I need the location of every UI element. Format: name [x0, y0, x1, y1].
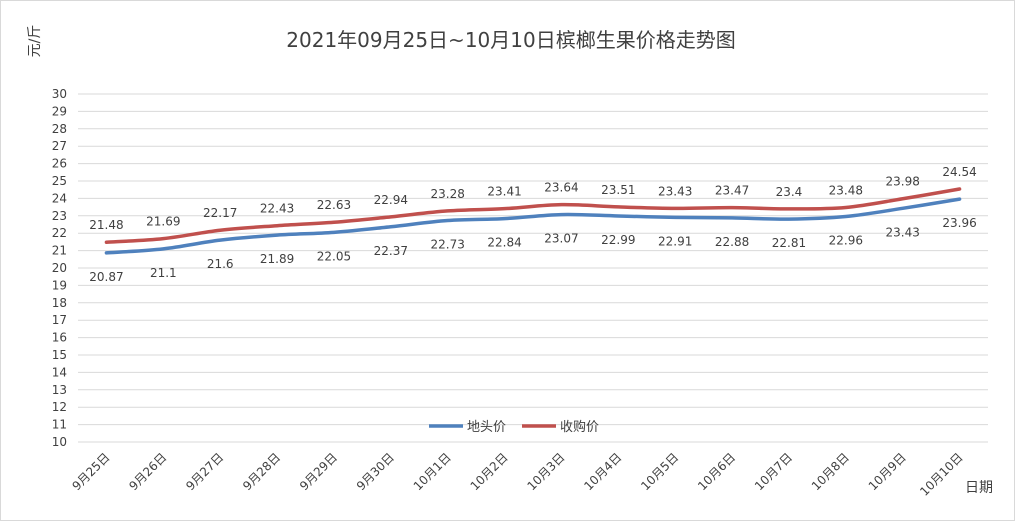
legend-label: 地头价 — [467, 420, 506, 435]
y-tick-label: 10 — [52, 435, 67, 449]
x-tick-label: 9月29日 — [297, 450, 340, 493]
y-tick-label: 12 — [52, 400, 67, 414]
data-label: 23.43 — [886, 225, 920, 239]
series-line-1 — [104, 187, 962, 244]
data-label: 22.88 — [715, 235, 749, 249]
data-label: 21.6 — [207, 257, 234, 271]
y-tick-label: 23 — [52, 209, 67, 223]
data-label: 21.48 — [89, 218, 123, 232]
x-tick-label: 9月30日 — [354, 450, 397, 493]
y-tick-label: 30 — [52, 87, 67, 101]
x-axis-title: 日期 — [965, 480, 993, 496]
y-tick-label: 24 — [52, 191, 67, 205]
data-label: 22.05 — [317, 249, 351, 263]
x-tick-label: 10月6日 — [695, 450, 738, 493]
data-label: 22.94 — [374, 193, 408, 207]
y-tick-label: 21 — [52, 244, 67, 258]
data-label: 22.63 — [317, 198, 351, 212]
data-label: 21.1 — [150, 266, 177, 280]
y-tick-label: 22 — [52, 226, 67, 240]
data-label: 22.96 — [829, 233, 863, 247]
x-tick-label: 10月3日 — [524, 450, 567, 493]
data-label: 23.07 — [544, 232, 578, 246]
data-label: 22.73 — [431, 237, 465, 251]
y-tick-label: 19 — [52, 278, 67, 292]
data-label: 23.48 — [829, 183, 863, 197]
chart-title: 2021年09月25日~10月10日槟榔生果价格走势图 — [286, 28, 735, 52]
legend: 地头价 收购价 — [429, 419, 599, 435]
series-line-0 — [104, 197, 962, 255]
data-label: 20.87 — [89, 270, 123, 284]
data-label: 22.81 — [772, 236, 806, 250]
data-label: 22.17 — [203, 206, 237, 220]
data-labels: 20.87 21.1 21.6 21.89 22.05 22.37 22.73 22.84 23… — [89, 165, 976, 284]
x-tick-label: 9月27日 — [183, 450, 226, 493]
legend-label: 收购价 — [560, 419, 599, 435]
x-tick-label: 9月26日 — [126, 450, 169, 493]
data-label: 23.47 — [715, 184, 749, 198]
y-axis-tick-labels: 10 11 12 13 14 15 16 17 18 19 20 21 22 23 24 25 26 27 28 29… — [52, 87, 67, 449]
x-tick-label: 10月1日 — [411, 450, 454, 493]
x-tick-label: 9月28日 — [240, 450, 283, 493]
data-label: 24.54 — [942, 165, 976, 179]
y-tick-label: 16 — [52, 331, 67, 345]
y-tick-label: 13 — [52, 383, 67, 397]
y-tick-label: 28 — [52, 122, 67, 136]
data-label: 21.69 — [146, 215, 180, 229]
x-tick-label: 10月8日 — [809, 450, 852, 493]
data-label: 22.37 — [374, 244, 408, 258]
y-tick-label: 25 — [52, 174, 67, 188]
data-label: 23.28 — [431, 187, 465, 201]
x-tick-label: 10月9日 — [866, 450, 909, 493]
data-label: 22.99 — [601, 233, 635, 247]
y-tick-label: 15 — [52, 348, 67, 362]
data-label: 23.4 — [776, 185, 803, 199]
y-tick-label: 14 — [52, 365, 67, 379]
data-label: 23.98 — [886, 175, 920, 189]
data-label: 23.64 — [544, 181, 578, 195]
x-tick-label: 10月5日 — [638, 450, 681, 493]
y-tick-label: 29 — [52, 104, 67, 118]
x-tick-label: 10月7日 — [752, 450, 795, 493]
data-label: 22.43 — [260, 202, 294, 216]
series-lines — [104, 187, 962, 255]
data-label: 22.91 — [658, 234, 692, 248]
x-tick-label: 9月25日 — [69, 450, 112, 493]
y-tick-label: 26 — [52, 157, 67, 171]
x-axis-tick-labels: 9月25日 9月26日 9月27日 9月28日 9月29日 9月30日 10月1日 10月2日… — [69, 450, 965, 498]
y-axis-title: 元/斤 — [27, 25, 43, 58]
data-label: 23.51 — [601, 183, 635, 197]
data-label: 23.96 — [942, 216, 976, 230]
x-tick-label: 10月2日 — [468, 450, 511, 493]
x-tick-label: 10月10日 — [917, 450, 965, 498]
y-tick-label: 27 — [52, 139, 67, 153]
data-label: 23.43 — [658, 184, 692, 198]
data-label: 23.41 — [487, 185, 521, 199]
data-label: 22.84 — [487, 236, 521, 250]
y-tick-label: 17 — [52, 313, 67, 327]
x-tick-label: 10月4日 — [581, 450, 624, 493]
y-tick-label: 20 — [52, 261, 67, 275]
data-label: 21.89 — [260, 252, 294, 266]
y-tick-label: 18 — [52, 296, 67, 310]
y-tick-label: 11 — [52, 418, 67, 432]
